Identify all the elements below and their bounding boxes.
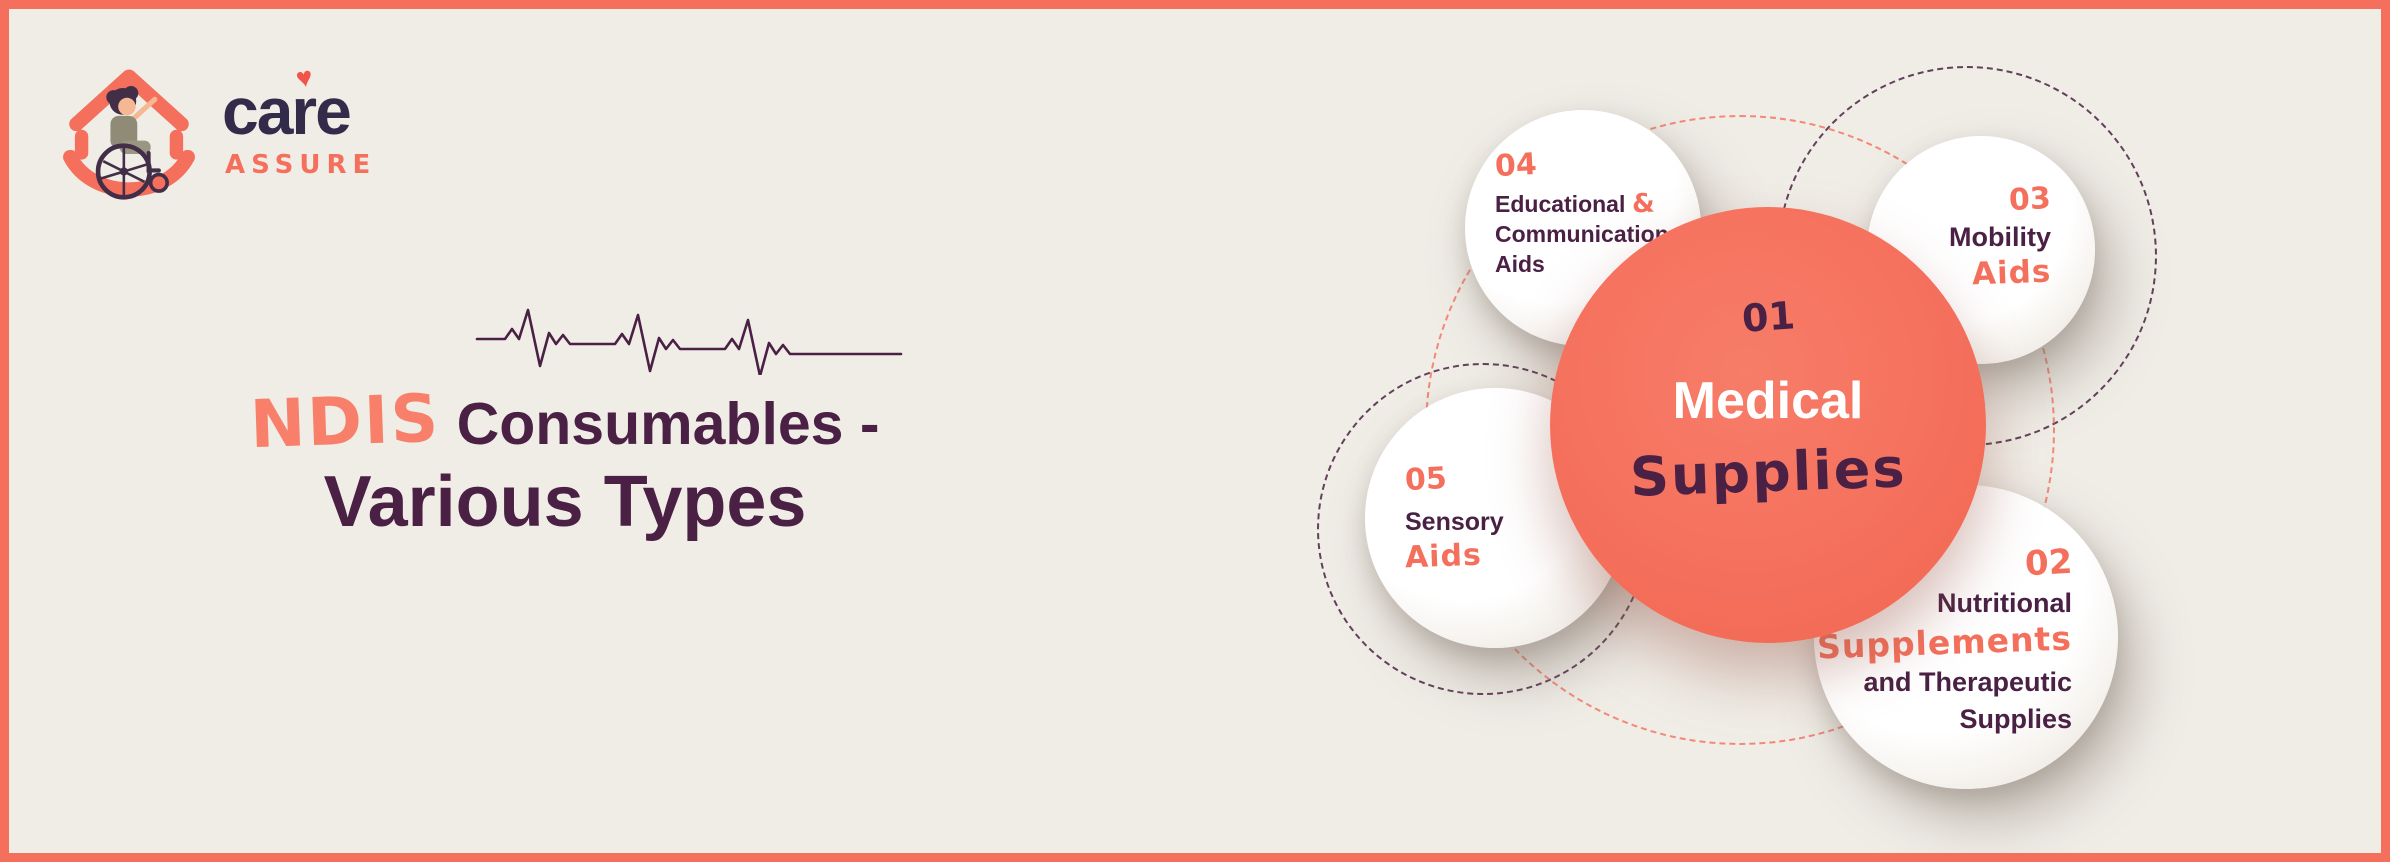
title-rest: Consumables - [456,391,880,457]
label-supplements: Supplements [1816,618,2073,667]
heartbeat-icon [475,308,903,375]
badge-05: 05 [1404,460,1448,499]
badge-04: 04 [1494,146,1538,185]
circle-01-medical-supplies: 01 Medical Supplies [1550,207,1986,643]
label-supplies-01: Supplies [1628,436,1908,509]
badge-02: 02 [2023,541,2074,585]
brand-wordmark: ♥ care ASSURE [222,61,377,180]
brand-name-care: care [222,74,352,148]
badge-03: 03 [2008,180,2052,219]
label-sensory: Sensory [1405,508,1504,536]
label-aids-05: Aids [1404,537,1483,576]
label-aids-04: Aids [1495,251,1545,277]
title-line-1: NDIS Consumables - [215,379,915,464]
house-wheelchair-icon [63,69,195,200]
care-assure-logo: ♥ care ASSURE [62,60,392,220]
label-supplies-02: Supplies [1959,704,2072,734]
badge-01: 01 [1740,293,1796,341]
label-nutritional: Nutritional [1937,588,2072,618]
brand-name-assure: ASSURE [225,150,377,180]
title-accent-ndis: NDIS [249,379,442,464]
label-medical: Medical [1672,372,1864,430]
title-line-2: Various Types [323,461,807,542]
circle-02-nutritional-supplements: 02 Nutritional Supplements and Therapeut… [1814,485,2118,789]
label-and-therapeutic: and Therapeutic [1863,667,2072,697]
page-title: NDIS Consumables - Various Types [215,379,915,542]
